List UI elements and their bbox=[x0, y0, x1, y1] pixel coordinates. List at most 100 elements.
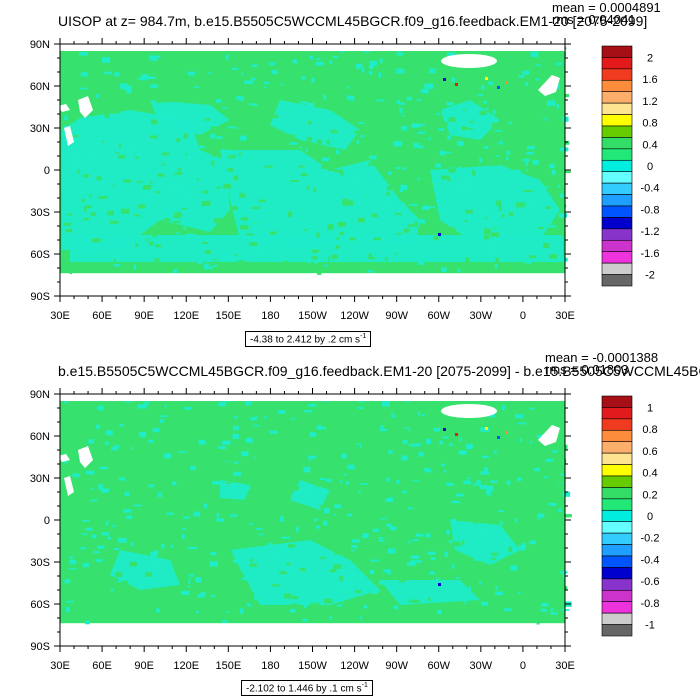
field-speckle bbox=[408, 203, 418, 206]
colorbar-swatch bbox=[601, 251, 633, 264]
x-tick-label: 150E bbox=[215, 310, 241, 322]
field-speckle bbox=[494, 226, 497, 229]
field-speckle bbox=[137, 404, 147, 409]
field-speckle bbox=[132, 91, 139, 94]
field-speckle bbox=[188, 574, 194, 577]
field-speckle bbox=[232, 527, 238, 530]
field-speckle bbox=[473, 522, 477, 525]
field-speckle bbox=[485, 491, 491, 496]
field-speckle bbox=[465, 443, 473, 450]
field-speckle bbox=[179, 472, 187, 475]
field-speckle bbox=[227, 168, 234, 172]
field-speckle bbox=[152, 427, 160, 433]
field-speckle bbox=[418, 451, 424, 457]
field-speckle bbox=[308, 403, 317, 407]
field-speckle bbox=[563, 573, 566, 579]
y-tick-label: 90N bbox=[30, 39, 50, 51]
field-speckle bbox=[95, 612, 98, 618]
field-speckle bbox=[380, 86, 390, 90]
field-speckle bbox=[186, 221, 191, 226]
field-speckle bbox=[439, 150, 446, 156]
field-speckle bbox=[351, 545, 358, 549]
field-speckle bbox=[413, 142, 419, 148]
field-speckle bbox=[557, 184, 561, 188]
field-speckle bbox=[339, 231, 344, 236]
field-speckle bbox=[451, 500, 461, 504]
field-speckle bbox=[315, 58, 321, 60]
field-speckle bbox=[534, 464, 538, 467]
field-speckle bbox=[306, 136, 313, 143]
field-speckle bbox=[305, 490, 313, 495]
field-speckle bbox=[248, 539, 255, 544]
field-speckle bbox=[229, 523, 232, 529]
field-speckle bbox=[348, 77, 356, 83]
field-speckle bbox=[102, 138, 105, 143]
field-speckle bbox=[147, 159, 152, 162]
x-tick-label: 30W bbox=[470, 310, 493, 322]
field-speckle bbox=[354, 590, 362, 594]
field-speckle bbox=[358, 400, 365, 403]
field-speckle bbox=[236, 88, 242, 93]
field-speckle bbox=[468, 585, 471, 591]
anomaly-dot bbox=[497, 436, 500, 439]
field-speckle bbox=[472, 69, 477, 71]
field-speckle bbox=[397, 91, 407, 95]
field-speckle bbox=[81, 533, 88, 535]
field-speckle bbox=[112, 523, 116, 528]
field-speckle bbox=[316, 192, 324, 197]
field-speckle bbox=[174, 212, 181, 219]
field-speckle bbox=[363, 50, 370, 53]
y-tick-label: 0 bbox=[44, 515, 50, 527]
field-speckle bbox=[287, 544, 296, 548]
field-speckle bbox=[336, 237, 340, 240]
field-speckle bbox=[232, 433, 240, 439]
field-speckle bbox=[107, 210, 115, 216]
field-speckle bbox=[391, 588, 395, 591]
field-speckle bbox=[110, 220, 119, 224]
field-speckle bbox=[222, 620, 228, 623]
x-tick-label: 60W bbox=[427, 310, 450, 322]
field-speckle bbox=[207, 79, 211, 83]
field-speckle bbox=[208, 65, 212, 68]
field-speckle bbox=[330, 264, 334, 268]
field-speckle bbox=[280, 265, 290, 268]
field-speckle bbox=[508, 82, 517, 85]
field-speckle bbox=[193, 554, 200, 559]
field-speckle bbox=[239, 96, 244, 101]
field-speckle bbox=[298, 72, 301, 78]
field-speckle bbox=[323, 470, 329, 472]
field-speckle bbox=[251, 588, 254, 591]
field-speckle bbox=[479, 157, 483, 163]
field-speckle bbox=[368, 162, 376, 166]
field-speckle bbox=[464, 217, 473, 222]
field-speckle bbox=[461, 549, 466, 552]
field-speckle bbox=[442, 208, 447, 213]
field-speckle bbox=[333, 564, 342, 570]
field-speckle bbox=[441, 122, 449, 126]
field-speckle bbox=[539, 112, 548, 118]
field-speckle bbox=[308, 120, 312, 125]
field-speckle bbox=[387, 548, 396, 554]
field-speckle bbox=[129, 561, 138, 567]
x-tick-label: 120W bbox=[340, 660, 369, 672]
field-speckle bbox=[380, 514, 386, 519]
field-speckle bbox=[508, 216, 512, 221]
field-speckle bbox=[204, 250, 211, 255]
anomaly-dot bbox=[455, 83, 458, 86]
field-speckle bbox=[310, 602, 320, 605]
field-speckle bbox=[410, 555, 420, 560]
field-speckle bbox=[75, 105, 81, 110]
field-speckle bbox=[381, 495, 389, 499]
field-speckle bbox=[259, 612, 263, 615]
field-speckle bbox=[324, 264, 329, 267]
field-speckle bbox=[453, 91, 457, 94]
colorbar-swatch bbox=[601, 418, 633, 431]
field-speckle bbox=[123, 179, 131, 183]
field-speckle bbox=[180, 588, 188, 592]
field-speckle bbox=[558, 257, 568, 262]
field-speckle bbox=[560, 232, 566, 237]
colorbar-swatch bbox=[601, 148, 633, 161]
field-speckle bbox=[64, 579, 71, 584]
field-speckle bbox=[518, 125, 524, 128]
field-speckle bbox=[499, 616, 503, 621]
